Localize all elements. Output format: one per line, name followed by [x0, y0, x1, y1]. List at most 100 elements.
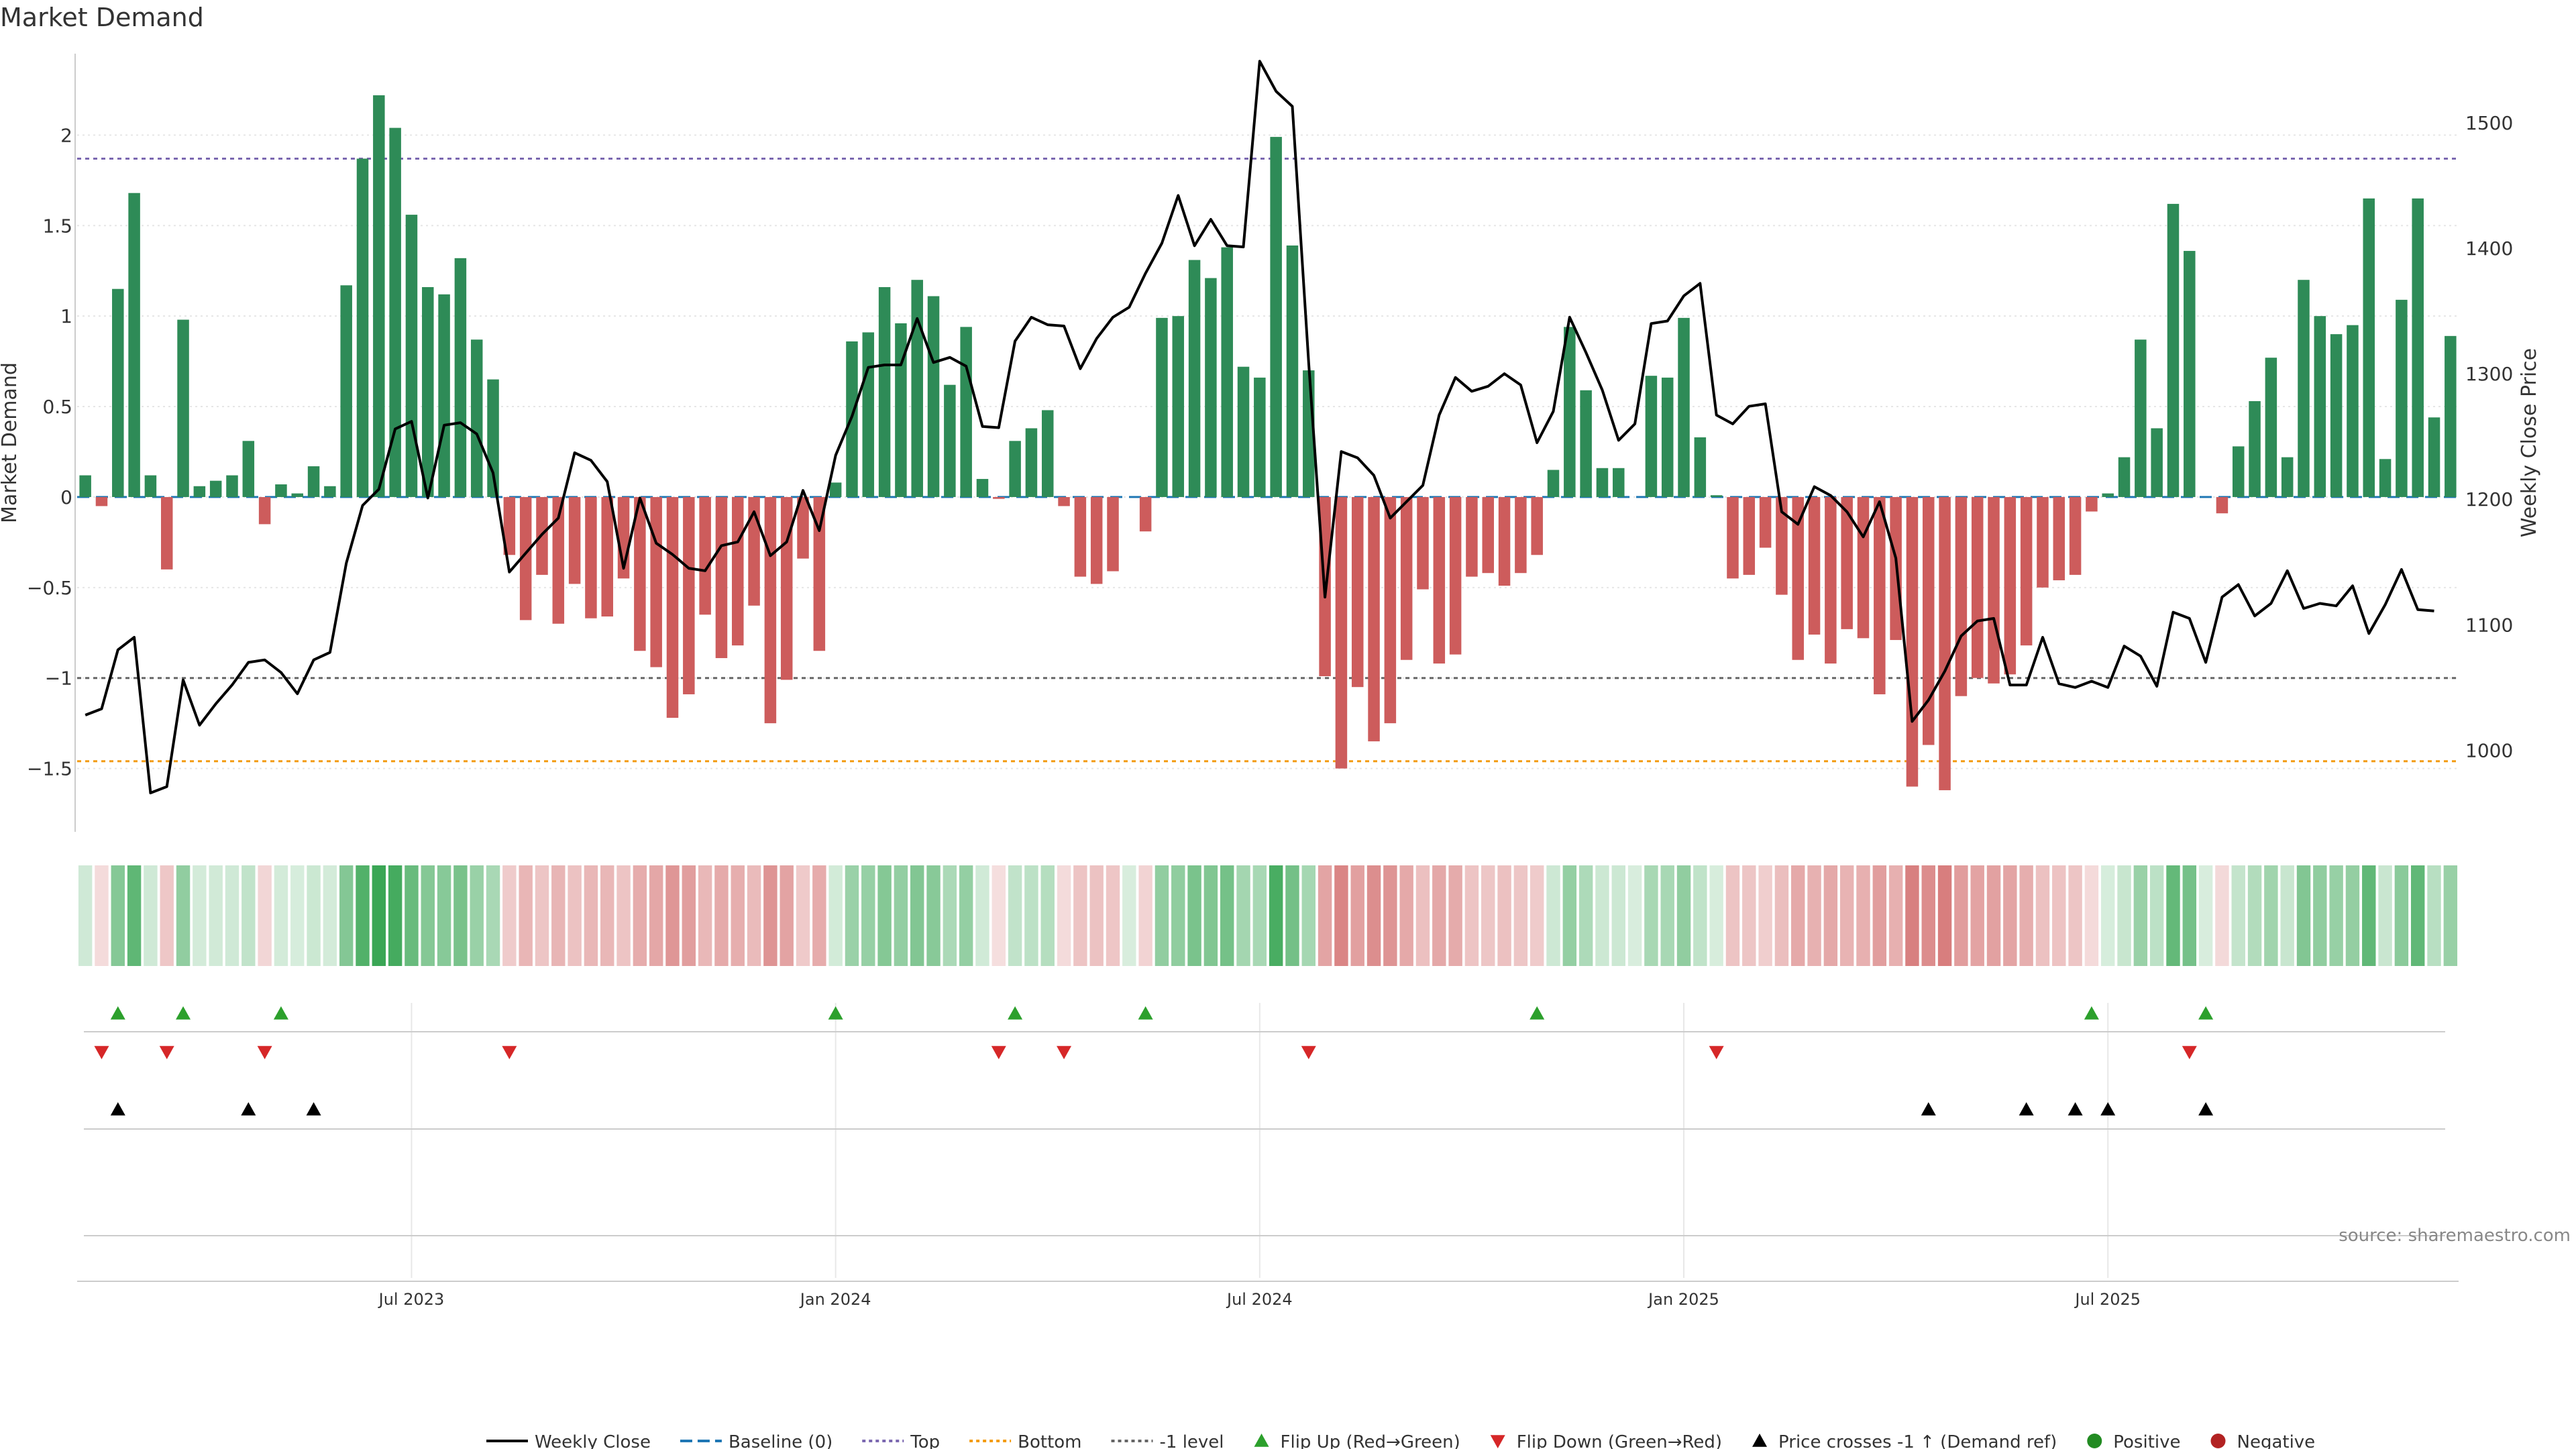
grid-layer [77, 134, 2459, 1278]
demand-bar [829, 482, 842, 497]
legend: Weekly Close Baseline (0) Top Bottom -1 leve… [486, 1432, 2315, 1449]
heatstrip-cell [1138, 865, 1152, 966]
y2-tick-label: 1400 [2465, 237, 2513, 260]
heatstrip-cell [1334, 865, 1348, 966]
demand-bar [454, 258, 467, 497]
y2-tick-label: 1100 [2465, 614, 2513, 636]
demand-bar [1776, 496, 1788, 595]
demand-bar [911, 280, 923, 497]
weekly-close-line [85, 60, 2434, 794]
demand-bar [1759, 496, 1772, 548]
heatstrip-cell [1122, 865, 1136, 966]
heatstrip-cell [1448, 865, 1462, 966]
demand-bar [2330, 334, 2343, 497]
heatstrip-cell [1187, 865, 1201, 966]
heatstrip-cell [1839, 865, 1854, 966]
demand-bar [291, 493, 304, 497]
demand-bar [1645, 376, 1658, 497]
demand-bar [405, 215, 418, 497]
heatstrip-cell [1856, 865, 1870, 966]
demand-bar [1988, 496, 2000, 684]
heatstrip-cell [2362, 865, 2376, 966]
demand-bar [1156, 317, 1168, 497]
heatstrip-cell [649, 865, 663, 966]
heatstrip-cell [926, 865, 941, 966]
heatstrip-cell [1383, 865, 1397, 966]
legend-item-minus1: -1 level [1111, 1432, 1224, 1449]
demand-bar [1923, 496, 1935, 745]
flip-down-marker [1709, 1046, 1724, 1059]
heatstrip-cell [1660, 865, 1674, 966]
demand-bar [2363, 198, 2375, 497]
legend-swatch-dot [2087, 1434, 2102, 1448]
demand-bar [650, 496, 662, 667]
demand-bar [993, 496, 1005, 499]
demand-bar [2445, 335, 2457, 497]
heatstrip-cell [1937, 865, 1952, 966]
x-tick-label: Jan 2024 [799, 1290, 871, 1309]
heatstrip-cell [1236, 865, 1250, 966]
flip-up-marker [2084, 1006, 2099, 1020]
demand-bars-layer [79, 95, 2457, 790]
heatstrip-cell [2149, 865, 2164, 966]
heatstrip-cell [225, 865, 239, 966]
heatstrip-cell [731, 865, 745, 966]
y-tick-label: −0.5 [27, 577, 72, 599]
demand-bar [2396, 299, 2408, 497]
demand-bar [1694, 437, 1707, 497]
demand-bar [1580, 390, 1592, 497]
heatstrip-cell [470, 865, 484, 966]
demand-bar [1906, 496, 1919, 787]
flip-up-marker [273, 1006, 288, 1020]
heatstrip-cell [2003, 865, 2017, 966]
heatstrip-cell [551, 865, 566, 966]
demand-bar [927, 296, 940, 497]
demand-bar [2004, 496, 2017, 675]
heatstrip-cell [1220, 865, 1234, 966]
heatstrip-cell [828, 865, 843, 966]
heatstrip-cell [975, 865, 989, 966]
demand-bar [2020, 496, 2033, 646]
heatstrip-cell [1089, 865, 1104, 966]
demand-bar [1808, 496, 1821, 635]
heatstrip-cell [2166, 865, 2180, 966]
demand-bar [79, 475, 91, 497]
heatstrip-cell [1546, 865, 1560, 966]
heatstrip-cell [1758, 865, 1772, 966]
y2-tick-label: 1200 [2465, 488, 2513, 511]
demand-bar [2347, 325, 2359, 497]
legend-label: Positive [2113, 1432, 2180, 1449]
demand-bar [1139, 496, 1152, 532]
heatstrip-cell [2182, 865, 2197, 966]
heatstrip-cell [1823, 865, 1838, 966]
demand-bar [1498, 496, 1511, 586]
cross-marker [1921, 1102, 1936, 1116]
heatstrip-cell [1709, 865, 1723, 966]
demand-bar [95, 496, 108, 506]
heatstrip-cell [290, 865, 305, 966]
heatstrip-cell [1024, 865, 1038, 966]
heatstrip-cell [2280, 865, 2294, 966]
demand-bar [503, 496, 516, 555]
heatstrip-cell [258, 865, 272, 966]
demand-bar [1547, 470, 1560, 497]
demand-bar [1009, 441, 1021, 497]
heatstrip-cell [910, 865, 924, 966]
heatstrip-cell [160, 865, 174, 966]
demand-bar [1955, 496, 1968, 696]
heatstrip-cell [1595, 865, 1609, 966]
demand-bar [112, 288, 124, 497]
demand-bar [1417, 496, 1429, 590]
cross-marker [241, 1102, 256, 1116]
demand-bar [2151, 428, 2163, 497]
y-tick-label: 0 [60, 486, 72, 508]
heatstrip-cell [584, 865, 598, 966]
demand-bar [2412, 198, 2424, 497]
axes-layer: 2 1.5 1 0.5 0 −0.5 −1 −1.5 1500 1400 1300 1200 1100 1… [27, 54, 2513, 832]
heatstrip-cell [1318, 865, 1332, 966]
flip-down-marker [257, 1046, 272, 1059]
demand-bar [1710, 495, 1723, 497]
demand-bar [1368, 496, 1380, 742]
heatstrip-cell [1301, 865, 1316, 966]
heatstrip-cell [535, 865, 549, 966]
